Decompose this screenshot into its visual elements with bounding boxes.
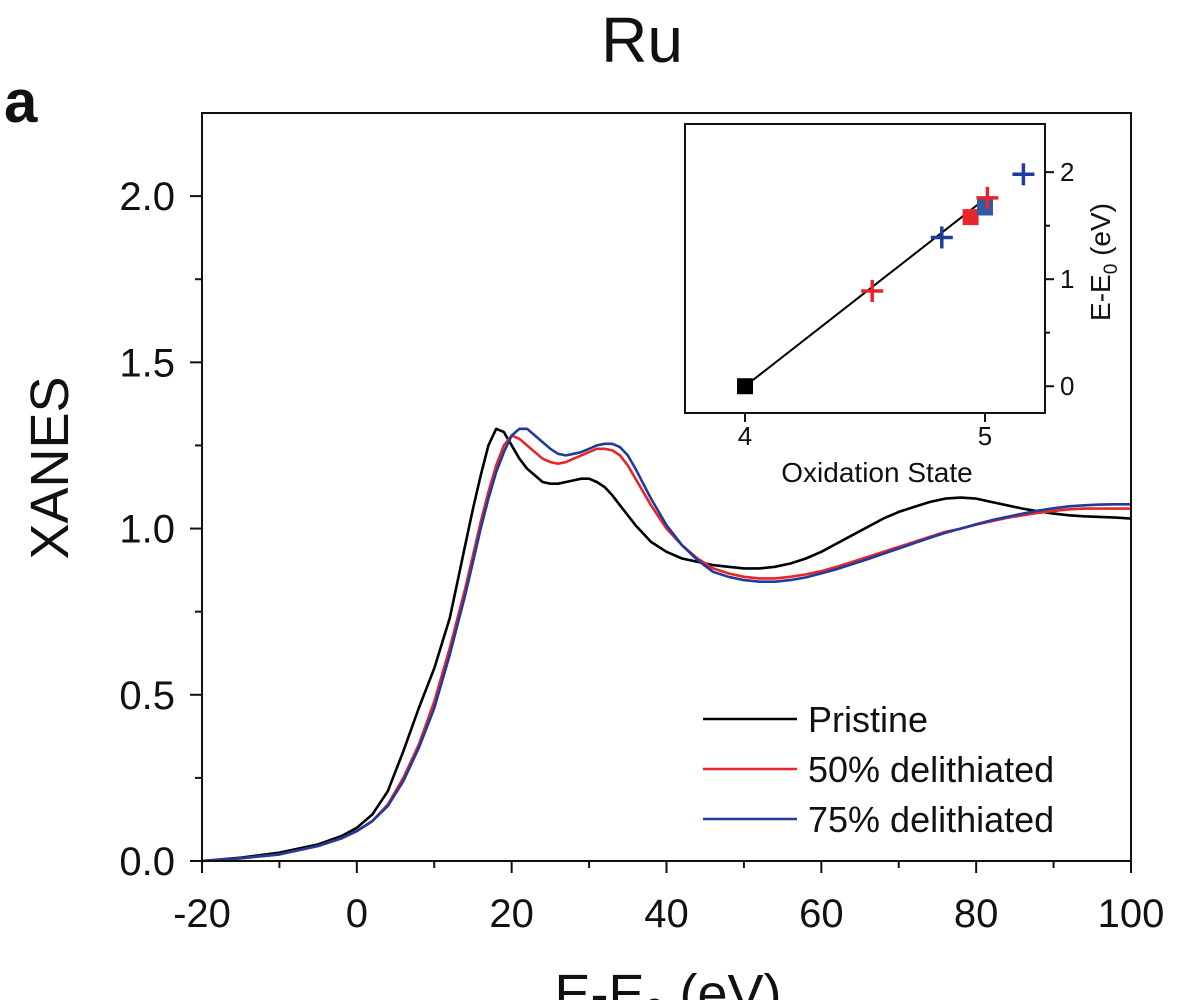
legend-label-0: Pristine (808, 699, 928, 740)
y-tick-label: 2.0 (119, 175, 175, 219)
main-x-axis-label-units: (eV) (665, 964, 782, 1000)
y-tick-label: 1.0 (119, 508, 175, 552)
x-tick-label: 100 (1098, 892, 1165, 936)
panel-label: a (4, 68, 38, 135)
inset-y-axis-label-units: (eV) (1085, 203, 1116, 264)
inset-plus-marker (1012, 163, 1035, 186)
main-x-axis-label-text: E-E (554, 964, 644, 1000)
main-x-axis-label: E-E0 (eV) (554, 964, 781, 1000)
inset-background (685, 124, 1045, 413)
inset-y-axis-label-text: E-E (1085, 274, 1116, 321)
inset-square-marker (977, 199, 993, 216)
x-tick-label: 80 (954, 892, 999, 936)
y-tick-label: 1.5 (119, 341, 175, 385)
inset-square-marker (962, 209, 979, 226)
inset-frame (684, 123, 1046, 414)
inset-plus-marker (976, 186, 999, 209)
legend: Pristine 50% delithiated 75% delithiated (703, 699, 1054, 840)
main-y-axis-label: XANES (20, 376, 80, 559)
chart-title: Ru (601, 4, 683, 76)
inset-markers (737, 163, 1035, 395)
inset-y-tick-label: 2 (1060, 157, 1074, 187)
y-tick-label: 0.0 (119, 840, 175, 884)
inset-y-tick-label: 0 (1060, 371, 1074, 401)
x-tick-label: 60 (799, 892, 844, 936)
main-series-lines (201, 427, 1132, 863)
y-tick-label: 0.5 (119, 674, 175, 718)
main-x-axis-label-subscript: 0 (644, 991, 664, 1000)
inset-x-axis-label: Oxidation State (781, 457, 972, 488)
x-tick-label: 20 (489, 892, 534, 936)
inset-square-marker (737, 378, 753, 395)
inset-plus-marker (861, 279, 884, 302)
legend-label-1: 50% delithiated (808, 749, 1054, 790)
series-line-2 (201, 427, 1131, 863)
series-line-1 (201, 434, 1131, 863)
legend-label-2: 75% delithiated (808, 799, 1054, 840)
x-tick-label: 0 (346, 892, 368, 936)
inset-plus-marker (930, 226, 953, 249)
series-line-0 (201, 427, 1132, 863)
inset-y-axis-label: E-E0 (eV) (1085, 203, 1122, 321)
x-tick-label: 40 (644, 892, 689, 936)
inset-x-tick-label: 5 (978, 421, 992, 451)
inset-x-tick-label: 4 (738, 421, 752, 451)
x-tick-label: -20 (173, 892, 231, 936)
inset-y-axis-label-subscript: 0 (1101, 264, 1122, 275)
inset-axes-ticks: 4 5 0 1 2 (738, 157, 1075, 451)
inset-y-tick-label: 1 (1060, 264, 1074, 294)
